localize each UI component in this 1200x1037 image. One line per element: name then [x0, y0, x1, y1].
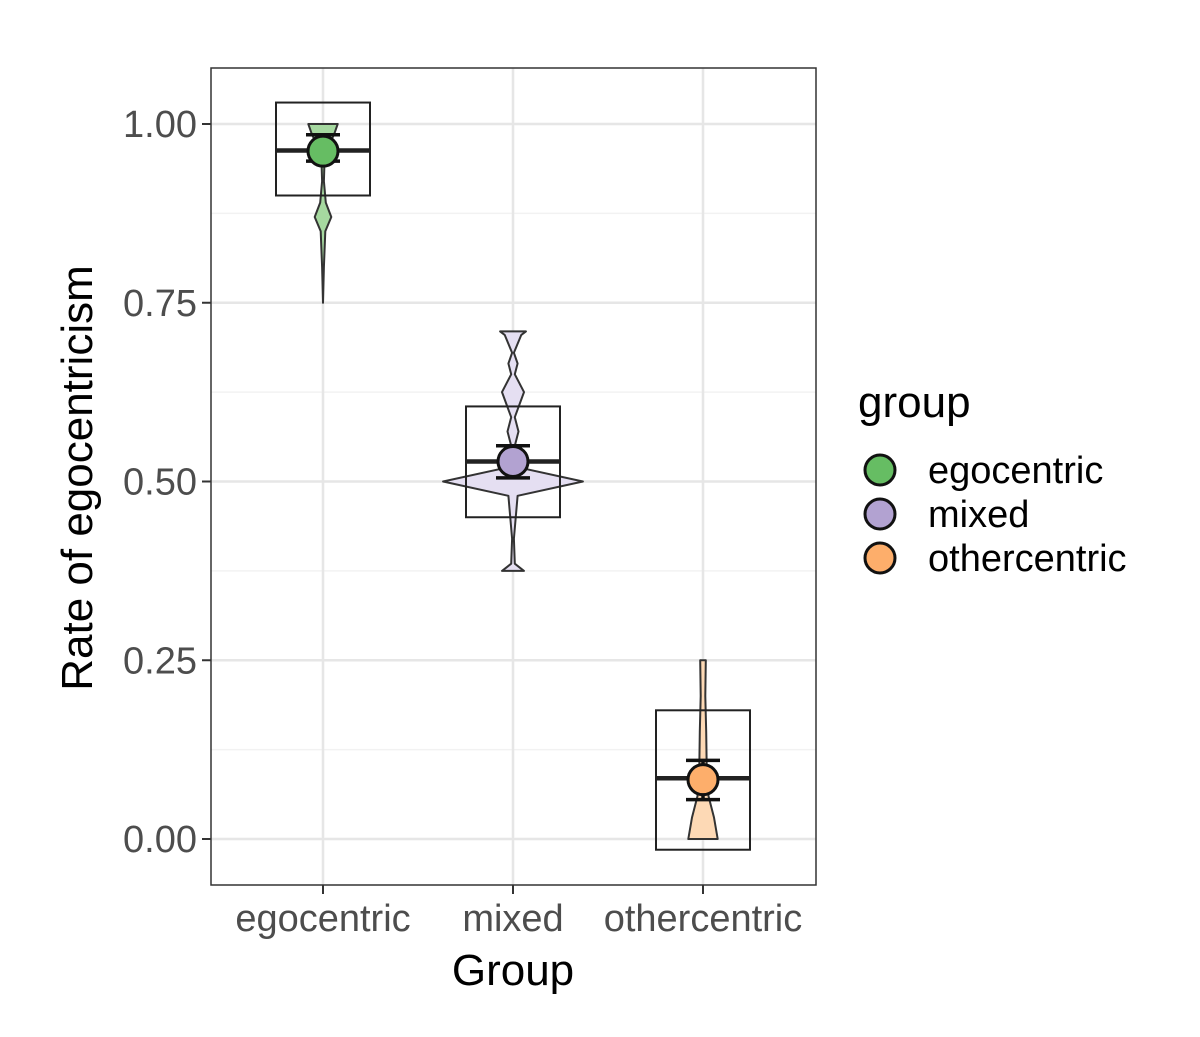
y-tick-label: 0.75: [123, 283, 197, 325]
x-tick-label: egocentric: [235, 898, 410, 940]
legend-key-egocentric: [863, 453, 897, 487]
mean-layer: [306, 132, 720, 802]
y-tick-label: 0.50: [123, 462, 197, 504]
y-axis-title: Rate of egocentricism: [53, 265, 102, 691]
mean-point-othercentric: [686, 763, 720, 797]
violin-egocentric: [307, 123, 339, 304]
y-tick-label: 0.25: [123, 640, 197, 682]
x-axis: egocentric mixed othercentric: [235, 885, 802, 940]
mean-point-mixed: [496, 444, 530, 478]
mean-point-egocentric: [306, 134, 340, 168]
y-tick-label: 1.00: [123, 104, 197, 146]
legend-key-othercentric: [863, 541, 897, 575]
legend-key-mixed: [863, 497, 897, 531]
y-tick-label: 0.00: [123, 819, 197, 861]
x-tick-label: mixed: [462, 898, 563, 940]
x-axis-title: Group: [452, 946, 574, 995]
legend-label-egocentric: egocentric: [928, 450, 1103, 492]
x-tick-label: othercentric: [604, 898, 803, 940]
legend-title: group: [858, 378, 971, 427]
y-axis: 0.00 0.25 0.50 0.75 1.00: [123, 104, 211, 861]
legend-label-othercentric: othercentric: [928, 538, 1127, 580]
legend-label-mixed: mixed: [928, 494, 1029, 536]
